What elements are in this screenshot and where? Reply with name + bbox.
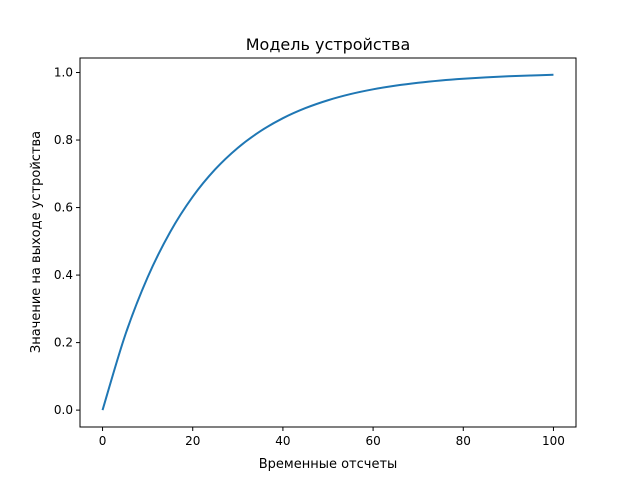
y-tick-label: 1.0: [54, 66, 73, 80]
x-tick-label: 40: [275, 434, 290, 448]
x-tick-label: 60: [365, 434, 380, 448]
y-axis-label: Значение на выходе устройства: [29, 131, 44, 353]
y-tick-label: 0.4: [54, 268, 73, 282]
x-tick-label: 100: [542, 434, 565, 448]
y-tick-label: 0.2: [54, 336, 73, 350]
chart-title: Модель устройства: [246, 35, 411, 54]
series-line: [101, 73, 554, 411]
y-tick-label: 0.8: [54, 133, 73, 147]
x-tick-label: 20: [185, 434, 200, 448]
plot-frame: [79, 57, 577, 428]
x-tick-label: 0: [99, 434, 107, 448]
x-tick-label: 80: [456, 434, 471, 448]
x-axis-label: Временные отсчеты: [259, 457, 398, 472]
y-tick-label: 0.6: [54, 201, 73, 215]
y-tick-label: 0.0: [54, 403, 73, 417]
